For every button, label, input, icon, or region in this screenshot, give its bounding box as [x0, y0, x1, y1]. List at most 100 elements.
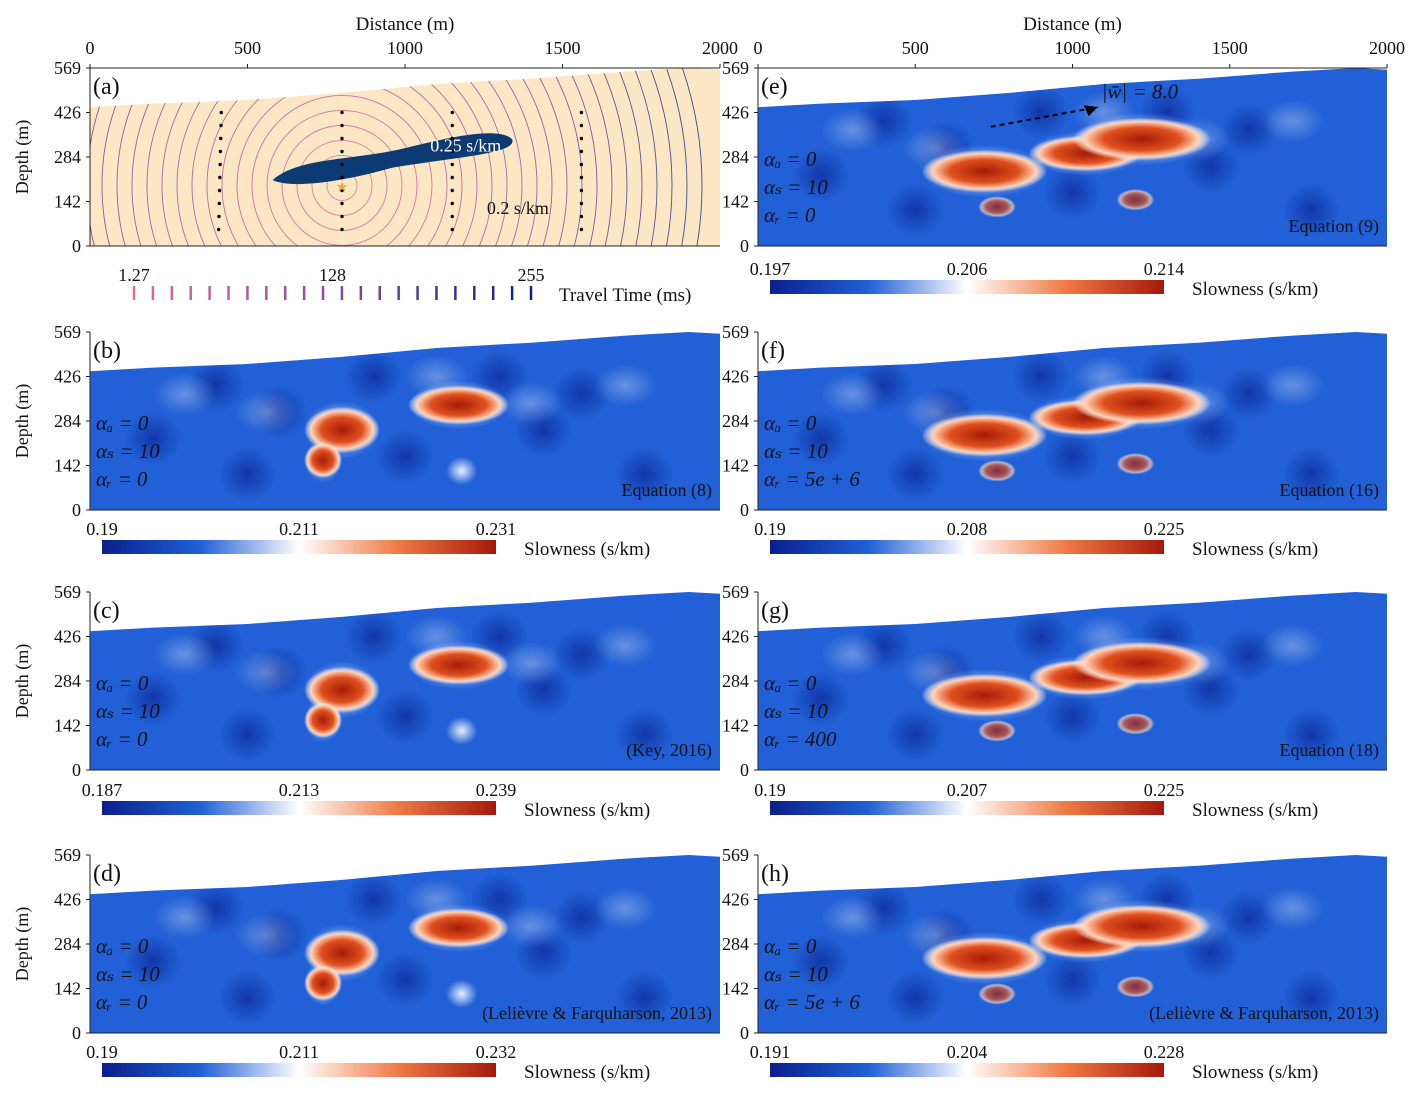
depth-tick-label: 0	[740, 760, 749, 780]
receiver-dot	[450, 188, 454, 193]
panel-label: (c)	[93, 598, 120, 624]
colorbar-title: Slowness (s/km)	[524, 1062, 650, 1083]
travel-time-contour	[90, 68, 628, 246]
low-slowness-spot	[886, 183, 944, 238]
colorbar-bar	[770, 1063, 1164, 1077]
depth-tick-label: 0	[72, 1023, 81, 1043]
receiver-dot	[450, 227, 454, 232]
colorbar-bar	[770, 801, 1164, 815]
low-slowness-spot	[345, 609, 402, 664]
regularization-param: αₛ = 10	[764, 699, 828, 723]
depth-tick-label: 142	[722, 192, 749, 212]
panel-label: (a)	[93, 74, 120, 100]
colorbar-tick-label: 0.19	[754, 519, 786, 539]
regularization-param: αₐ = 0	[96, 671, 149, 695]
travel-time-contour	[206, 68, 478, 246]
receiver-dot	[579, 188, 584, 193]
transition-spot	[820, 895, 884, 939]
colorbar-tick-label: 0.191	[750, 1042, 791, 1062]
colorbar-tick-label: 0.19	[86, 519, 118, 539]
method-label: Equation (9)	[1289, 216, 1379, 237]
colorbar-tick-label: 0.225	[1144, 780, 1185, 800]
colorbar-title: Slowness (s/km)	[1192, 1062, 1318, 1083]
depth-tick-label: 142	[54, 716, 81, 736]
receiver-dot	[219, 136, 223, 141]
receiver-dot	[218, 149, 223, 154]
high-slowness-anomaly	[304, 965, 342, 1001]
transition-spot	[499, 381, 563, 425]
low-slowness-spot	[124, 672, 182, 726]
high-slowness-anomaly	[1072, 117, 1211, 161]
receiver-dot	[579, 214, 584, 219]
receiver-dot	[216, 227, 221, 232]
colorbar-tick-label: 0.225	[1144, 519, 1185, 539]
low-slowness-spot	[1044, 952, 1101, 1007]
distance-tick-label: 500	[902, 38, 929, 58]
travel-time-contour	[176, 68, 508, 246]
depth-tick-label: 284	[54, 147, 81, 167]
travel-time-contour	[90, 68, 658, 246]
colorbar-tick-label: 0.228	[1144, 1042, 1185, 1062]
colorbar-tick-label: 0.232	[476, 1042, 517, 1062]
regularization-param: αᵣ = 0	[96, 727, 148, 751]
travel-time-contour	[116, 68, 568, 246]
regularization-param: αₛ = 10	[96, 439, 160, 463]
depth-tick-label: 284	[722, 934, 749, 954]
colorbar-tick-label: 0.211	[279, 1042, 319, 1062]
depth-tick-label: 0	[72, 500, 81, 520]
depth-tick-label: 426	[722, 890, 749, 910]
regularization-param: αᵣ = 0	[96, 467, 148, 491]
colorbar-tick-label: 0.19	[754, 780, 786, 800]
regularization-param: αₐ = 0	[96, 411, 149, 435]
minor-anomaly	[445, 716, 478, 746]
velocity-vector-arrow	[990, 106, 1098, 128]
colorbar-bar	[102, 1063, 496, 1077]
receiver-dot	[340, 136, 344, 141]
high-slowness-anomaly	[408, 908, 509, 948]
receiver-dot	[340, 175, 344, 180]
low-slowness-spot	[1012, 349, 1070, 404]
minor-anomaly	[978, 720, 1016, 742]
high-slowness-anomaly	[921, 149, 1048, 193]
receiver-dot	[340, 162, 344, 167]
colorbar-tick-label: 0.208	[947, 519, 988, 539]
depth-tick-label: 284	[722, 147, 749, 167]
receiver-dot	[579, 201, 584, 206]
panel-label: (b)	[93, 338, 121, 364]
low-slowness-spot	[124, 935, 182, 989]
receiver-dot	[450, 123, 454, 128]
method-label: (Lelièvre & Farquharson, 2013)	[482, 1003, 712, 1024]
regularization-param: αₛ = 10	[96, 699, 160, 723]
regularization-param: αₛ = 10	[96, 962, 160, 986]
inversion-model	[90, 592, 720, 770]
receiver-dot	[217, 214, 221, 219]
depth-tick-label: 142	[54, 192, 81, 212]
low-slowness-spot	[1044, 429, 1101, 484]
colorbar-title: Slowness (s/km)	[1192, 279, 1318, 300]
low-slowness-spot	[792, 412, 850, 466]
high-slowness-anomaly	[304, 702, 342, 738]
minor-anomaly	[978, 983, 1016, 1005]
travel-time-contour	[146, 68, 538, 246]
depth-axis-title: Depth (m)	[12, 907, 33, 981]
depth-tick-label: 569	[54, 845, 81, 865]
colorbar-tick-label: 255	[518, 265, 545, 285]
high-slowness-anomaly	[921, 936, 1048, 980]
depth-tick-label: 426	[54, 367, 81, 387]
receiver-dot	[340, 227, 344, 232]
depth-tick-label: 142	[722, 456, 749, 476]
receiver-dot	[340, 214, 344, 219]
receiver-dot	[450, 201, 454, 206]
depth-tick-label: 569	[54, 582, 81, 602]
low-slowness-spot	[219, 447, 276, 502]
depth-tick-label: 142	[722, 979, 749, 999]
receiver-dot	[450, 149, 454, 154]
colorbar-tick-label: 0.231	[476, 519, 517, 539]
panel-label: (f)	[761, 338, 785, 364]
distance-tick-label: 1000	[387, 38, 423, 58]
transition-spot	[499, 904, 563, 948]
depth-tick-label: 142	[722, 716, 749, 736]
transition-spot	[594, 887, 657, 930]
colorbar-tick-label: 1.27	[118, 265, 150, 285]
depth-tick-label: 0	[72, 760, 81, 780]
